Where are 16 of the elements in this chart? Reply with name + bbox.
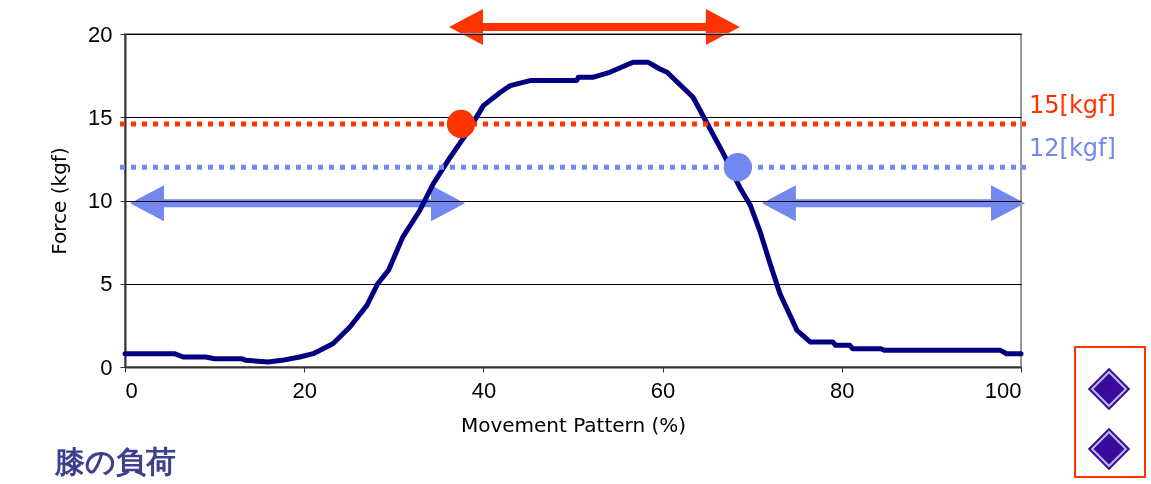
y-tick-label: 0: [100, 354, 113, 380]
text: 膝の負荷: [55, 443, 176, 481]
ref-line-label: 12[kgf]: [1029, 134, 1116, 163]
y-axis-title: Force (kgf): [47, 147, 72, 255]
y-tick-label: 10: [88, 188, 113, 213]
x-tick-label: 60: [650, 377, 676, 403]
x-tick-label: 20: [292, 377, 317, 403]
y-tick-label: 20: [88, 21, 113, 47]
x-tick-label: 40: [471, 377, 497, 403]
x-tick-label: 80: [830, 377, 855, 403]
x-tick-label: 100: [984, 377, 1022, 403]
x-tick-label: 0: [125, 377, 138, 403]
ref-line-label: 15[kgf]: [1029, 90, 1116, 119]
y-tick-label: 15: [88, 104, 113, 130]
y-tick-label: 5: [100, 271, 113, 297]
x-axis-title: Movement Pattern (%): [460, 412, 687, 437]
